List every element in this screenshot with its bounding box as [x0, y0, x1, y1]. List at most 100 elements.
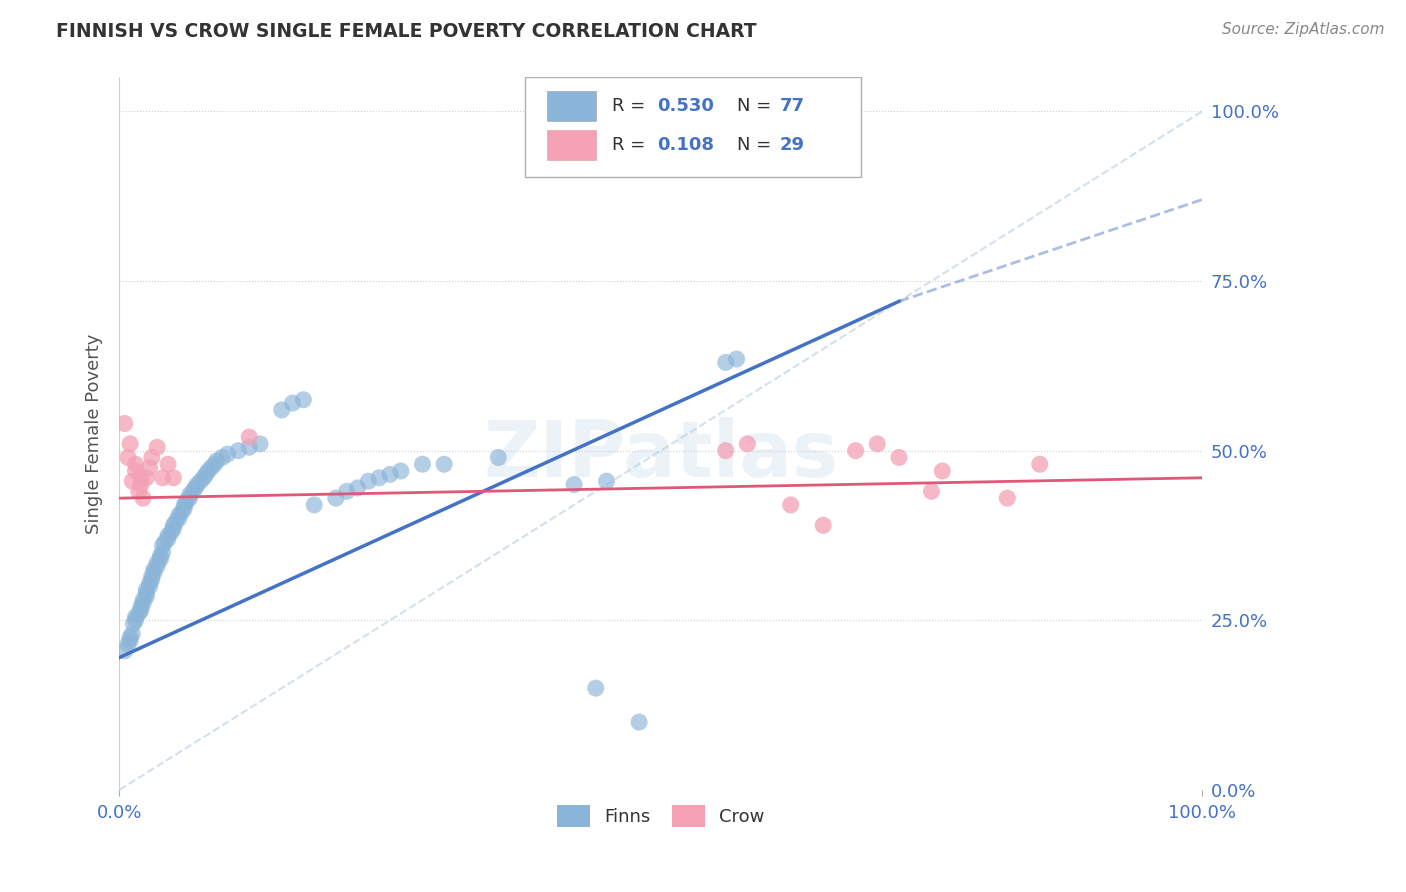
- Point: [200, 460, 222, 475]
- Point: [142, 566, 165, 580]
- Point: [132, 491, 155, 505]
- Point: [1029, 457, 1052, 471]
- Point: [160, 524, 183, 539]
- Point: [120, 437, 142, 451]
- Point: [128, 484, 150, 499]
- Point: [433, 457, 456, 471]
- Point: [172, 505, 194, 519]
- Point: [725, 352, 748, 367]
- Point: [173, 498, 195, 512]
- Text: 77: 77: [780, 97, 804, 115]
- Point: [186, 477, 208, 491]
- Point: [124, 613, 146, 627]
- Point: [845, 443, 868, 458]
- Point: [389, 464, 412, 478]
- Point: [124, 464, 146, 478]
- Point: [149, 549, 172, 563]
- Point: [129, 599, 152, 614]
- Text: 0.108: 0.108: [658, 136, 714, 154]
- Text: 29: 29: [780, 136, 804, 154]
- Point: [628, 714, 651, 729]
- Point: [165, 515, 187, 529]
- Point: [887, 450, 910, 465]
- Text: R =: R =: [612, 136, 651, 154]
- Text: N =: N =: [737, 136, 770, 154]
- Point: [129, 603, 152, 617]
- Point: [193, 471, 215, 485]
- Point: [411, 457, 433, 471]
- Point: [152, 539, 174, 553]
- Point: [179, 488, 201, 502]
- Text: 0.530: 0.530: [658, 97, 714, 115]
- Point: [152, 471, 174, 485]
- Point: [302, 498, 325, 512]
- Point: [181, 484, 204, 499]
- Point: [292, 392, 315, 407]
- FancyBboxPatch shape: [547, 91, 596, 121]
- Point: [141, 450, 163, 465]
- Point: [167, 508, 190, 522]
- Point: [368, 471, 391, 485]
- Point: [595, 474, 617, 488]
- Y-axis label: Single Female Poverty: Single Female Poverty: [86, 334, 103, 534]
- Point: [920, 484, 942, 499]
- Point: [124, 457, 146, 471]
- Point: [931, 464, 953, 478]
- Point: [129, 477, 152, 491]
- Point: [138, 460, 160, 475]
- Point: [156, 457, 179, 471]
- Point: [184, 481, 207, 495]
- Point: [138, 579, 160, 593]
- Point: [281, 396, 304, 410]
- Point: [120, 633, 142, 648]
- Point: [270, 403, 292, 417]
- Point: [238, 430, 260, 444]
- Point: [357, 474, 380, 488]
- Point: [737, 437, 759, 451]
- Point: [562, 477, 585, 491]
- Point: [121, 474, 143, 488]
- Point: [585, 681, 607, 695]
- Point: [346, 481, 368, 495]
- Point: [117, 450, 139, 465]
- Text: N =: N =: [737, 97, 770, 115]
- Point: [146, 559, 169, 574]
- Point: [336, 484, 359, 499]
- Legend: Finns, Crow: Finns, Crow: [550, 797, 772, 834]
- Point: [714, 443, 737, 458]
- Point: [124, 610, 146, 624]
- Point: [205, 454, 228, 468]
- Point: [156, 532, 179, 546]
- Point: [162, 522, 184, 536]
- Point: [162, 518, 184, 533]
- Point: [122, 616, 145, 631]
- Point: [138, 576, 160, 591]
- Point: [121, 627, 143, 641]
- Point: [217, 447, 239, 461]
- Point: [132, 593, 155, 607]
- Point: [142, 562, 165, 576]
- Point: [146, 556, 169, 570]
- Point: [141, 573, 163, 587]
- Point: [204, 457, 226, 471]
- Point: [811, 518, 834, 533]
- Text: R =: R =: [612, 97, 651, 115]
- Point: [714, 355, 737, 369]
- FancyBboxPatch shape: [526, 78, 860, 178]
- Point: [211, 450, 233, 465]
- Point: [153, 535, 176, 549]
- Point: [866, 437, 889, 451]
- Point: [128, 607, 150, 621]
- Point: [135, 590, 157, 604]
- Point: [135, 586, 157, 600]
- Point: [162, 471, 184, 485]
- Point: [995, 491, 1018, 505]
- Point: [486, 450, 509, 465]
- Point: [156, 528, 179, 542]
- Point: [176, 494, 198, 508]
- Point: [190, 474, 212, 488]
- Point: [249, 437, 271, 451]
- Point: [167, 511, 190, 525]
- Point: [149, 552, 172, 566]
- Point: [179, 491, 201, 505]
